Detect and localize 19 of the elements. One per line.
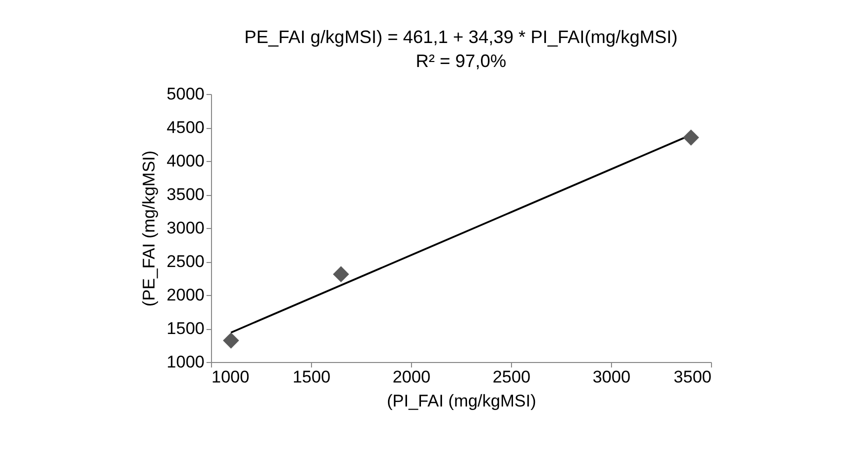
y-tick-label: 5000: [166, 84, 204, 104]
text: R² = 97,0%: [416, 51, 506, 71]
x-tick-label: 3500: [674, 368, 712, 386]
y-tick-label: 4000: [166, 152, 204, 170]
y-tick-label: 3000: [166, 218, 204, 238]
x-axis-title: (PI_FAI (mg/kgMSI): [386, 392, 536, 410]
x-tick-label: 3000: [592, 368, 630, 386]
y-tick-label: 1000: [166, 352, 204, 372]
x-tick-label: 1000: [212, 368, 250, 386]
y-axis-title: (PE_FAI (mg/kgMSI): [140, 150, 159, 306]
x-tick-label: 1500: [292, 368, 330, 386]
y-tick-label: 1500: [166, 319, 204, 338]
text: PE_FAI g/kgMSI) = 461,1 + 34,39 * PI_FAI(mg/kgMSI): [244, 27, 678, 47]
x-tick-label: 2500: [492, 368, 530, 386]
x-tick-label: 2000: [392, 368, 430, 386]
y-tick-label: 3500: [166, 185, 204, 204]
y-tick-label: 2000: [166, 286, 204, 304]
y-tick-label: 4500: [166, 118, 204, 137]
y-tick-label: 2500: [166, 252, 204, 271]
